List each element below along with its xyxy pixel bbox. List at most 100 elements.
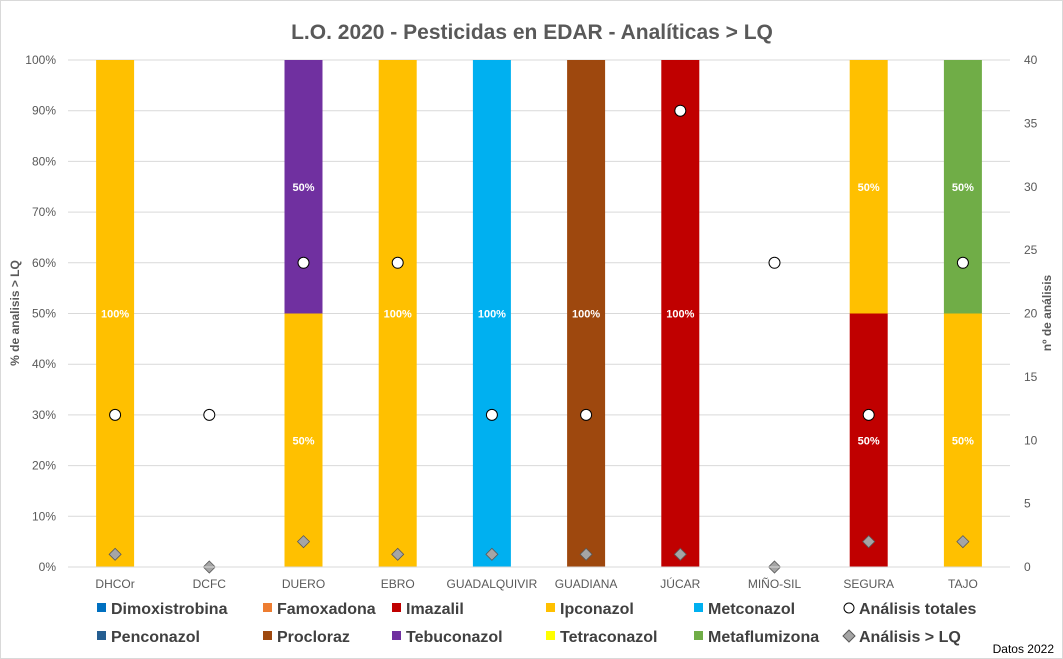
y-axis-label: % de analisis > LQ: [8, 260, 22, 366]
legend-label: Tebuconazol: [406, 629, 503, 646]
marker-analisis-totales: [580, 408, 593, 421]
y-tick-label: 50%: [32, 307, 56, 321]
marker-analisis-lq: [296, 535, 311, 549]
x-tick-label: JÚCAR: [660, 576, 700, 591]
legend-swatch-famoxadona: [263, 603, 272, 612]
data-label: 100%: [666, 309, 694, 321]
data-label: 50%: [858, 435, 880, 447]
x-tick-label: GUADALQUIVIR: [447, 577, 538, 591]
data-label: 100%: [572, 309, 600, 321]
marker-analisis-lq: [579, 547, 593, 561]
legend-label: Análisis totales: [859, 601, 976, 618]
bar-ipconazol: [284, 313, 323, 567]
bar-metaflumizona: [943, 60, 982, 314]
x-tick-label: TAJO: [948, 577, 978, 591]
data-label: 50%: [952, 182, 974, 194]
marker-analisis-totales: [297, 256, 310, 269]
legend-swatch-imazalil: [392, 603, 401, 612]
legend-circle-icon: [843, 602, 855, 614]
marker-analisis-totales: [674, 104, 687, 117]
legend-swatch-tetraconazol: [546, 631, 555, 640]
y2-tick-label: 0: [1024, 560, 1031, 574]
y2-tick-label: 5: [1024, 497, 1031, 511]
x-tick-label: DCFC: [193, 577, 227, 591]
y-tick-label: 70%: [32, 205, 56, 219]
legend-label: Ipconazol: [560, 601, 634, 618]
y-tick-label: 20%: [32, 459, 56, 473]
bar-ipconazol: [943, 313, 982, 567]
data-label: 100%: [101, 309, 129, 321]
bar-imazalil: [849, 313, 888, 567]
data-label: 100%: [384, 309, 412, 321]
y2-tick-label: 25: [1024, 243, 1038, 257]
legend-swatch-procloraz: [263, 631, 272, 640]
marker-analisis-lq: [956, 535, 970, 549]
legend-label: Metaflumizona: [708, 629, 819, 646]
legend-swatch-metconazol: [694, 603, 703, 612]
marker-analisis-totales: [203, 408, 216, 421]
y2-tick-label: 15: [1024, 370, 1038, 384]
bar-ipconazol: [849, 60, 888, 314]
marker-analisis-lq: [485, 547, 499, 561]
marker-analisis-lq: [862, 535, 876, 549]
marker-analisis-lq: [391, 547, 405, 561]
legend-swatch-ipconazol: [546, 603, 555, 612]
chart-title: L.O. 2020 - Pesticidas en EDAR - Analíti…: [291, 21, 773, 44]
y-tick-label: 100%: [25, 53, 56, 67]
y-tick-label: 10%: [32, 509, 56, 523]
legend-swatch-tebuconazol: [392, 631, 401, 640]
legend-label: Dimoxistrobina: [111, 601, 228, 618]
marker-analisis-totales: [109, 408, 122, 421]
bar-ipconazol: [96, 60, 135, 567]
bar-ipconazol: [378, 60, 417, 567]
legend-diamond-icon: [842, 629, 856, 643]
marker-analisis-totales: [485, 408, 498, 421]
x-tick-label: GUADIANA: [555, 577, 618, 591]
marker-analisis-lq: [673, 547, 687, 561]
legend-swatch-metaflumizona: [694, 631, 703, 640]
marker-analisis-totales: [862, 408, 875, 421]
legend-label: Penconazol: [111, 629, 200, 646]
y-tick-label: 90%: [32, 104, 56, 118]
legend-label: Procloraz: [277, 629, 350, 646]
marker-analisis-totales: [768, 256, 781, 269]
data-label: 50%: [858, 182, 880, 194]
marker-analisis-lq: [108, 547, 122, 561]
data-label: 50%: [292, 182, 314, 194]
bar-procloraz: [567, 60, 606, 567]
y-tick-label: 40%: [32, 357, 56, 371]
x-tick-label: DUERO: [282, 577, 325, 591]
y-tick-label: 60%: [32, 256, 56, 270]
y-tick-label: 30%: [32, 408, 56, 422]
y-tick-label: 80%: [32, 154, 56, 168]
y2-axis-label: nº de análisis: [1040, 274, 1054, 351]
legend-swatch-penconazol: [97, 631, 106, 640]
x-tick-label: MIÑO-SIL: [748, 577, 802, 591]
legend-label: Análisis > LQ: [859, 629, 961, 646]
y2-tick-label: 35: [1024, 116, 1038, 130]
legend-label: Famoxadona: [277, 601, 376, 618]
y2-tick-label: 20: [1024, 307, 1038, 321]
data-label: 50%: [292, 435, 314, 447]
bar-metconazol: [472, 60, 511, 567]
data-label: 100%: [478, 309, 506, 321]
x-tick-label: EBRO: [381, 577, 415, 591]
bar-imazalil: [661, 60, 700, 567]
x-tick-label: SEGURA: [843, 577, 894, 591]
data-year-note: Datos 2022: [993, 642, 1055, 656]
y-tick-label: 0%: [39, 560, 57, 574]
bar-tebuconazol: [284, 60, 323, 314]
y2-tick-label: 40: [1024, 53, 1038, 67]
legend-label: Metconazol: [708, 601, 795, 618]
data-label: 50%: [952, 435, 974, 447]
marker-analisis-totales: [956, 256, 969, 269]
marker-analisis-totales: [391, 256, 404, 269]
x-tick-label: DHCOr: [95, 577, 134, 591]
y2-tick-label: 10: [1024, 433, 1038, 447]
y2-tick-label: 30: [1024, 180, 1038, 194]
legend-label: Tetraconazol: [560, 629, 658, 646]
legend-label: Imazalil: [406, 601, 464, 618]
legend-swatch-dimoxistrobina: [97, 603, 106, 612]
